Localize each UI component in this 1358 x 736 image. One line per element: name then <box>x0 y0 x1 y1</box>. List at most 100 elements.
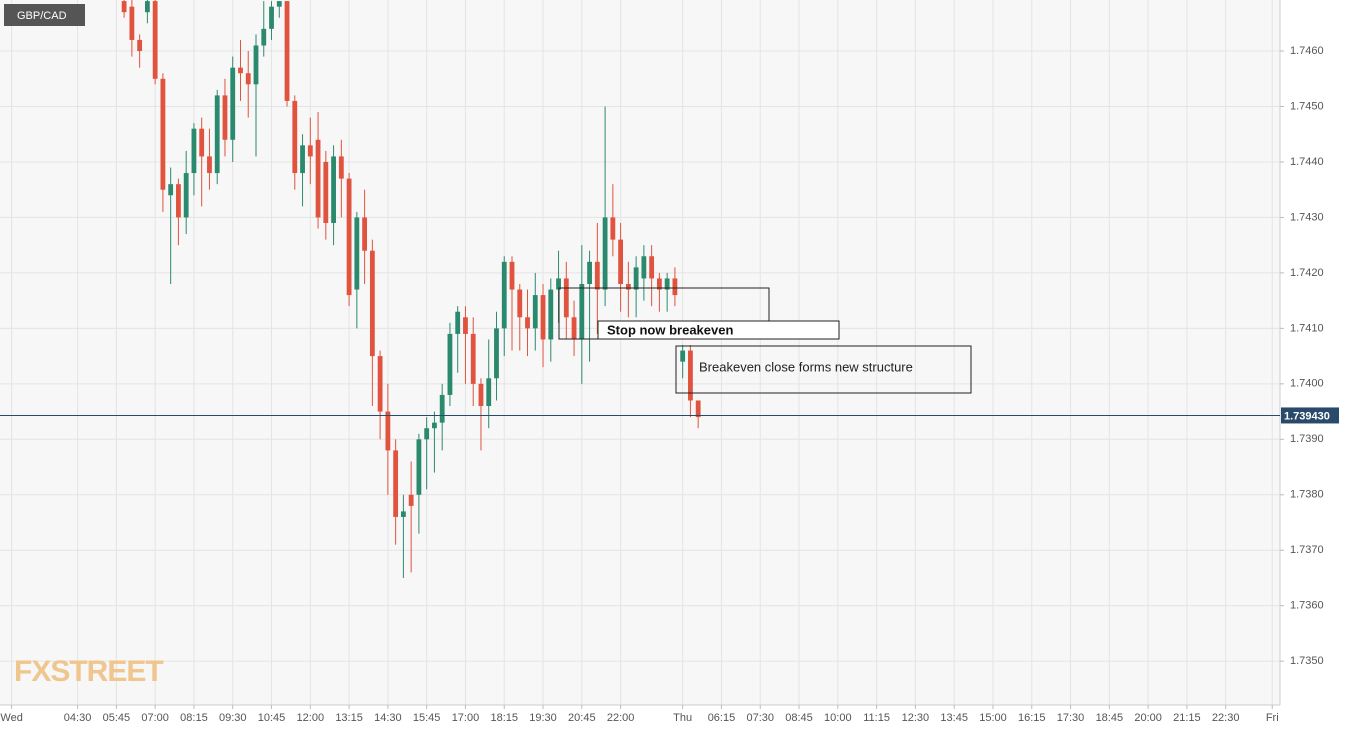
candle-body <box>587 261 592 284</box>
x-tick-label: 22:30 <box>1212 712 1240 724</box>
candle-body <box>501 261 507 329</box>
candle-body <box>121 1 127 13</box>
candle-body <box>486 378 492 407</box>
x-tick-label: 10:00 <box>824 712 852 724</box>
x-tick-label: 13:15 <box>335 712 363 724</box>
candle-body <box>455 311 461 334</box>
y-tick-label: 1.7360 <box>1290 600 1324 612</box>
candle-body <box>594 261 600 290</box>
x-tick-label: 06:15 <box>708 712 736 724</box>
y-tick-label: 1.7430 <box>1290 211 1324 223</box>
candle-body <box>245 73 251 85</box>
candle-body <box>331 156 336 223</box>
candle-body <box>688 350 693 401</box>
x-tick-label: 14:30 <box>374 712 402 724</box>
candle-body <box>300 145 305 174</box>
candle-body <box>672 278 678 296</box>
y-tick-label: 1.7460 <box>1290 45 1324 57</box>
candle-body <box>315 139 321 218</box>
annotation-box <box>675 345 972 394</box>
candle-body <box>183 173 189 218</box>
x-tick-label: 13:45 <box>940 712 968 724</box>
candle-body <box>517 289 523 318</box>
candle-body <box>261 28 267 46</box>
y-tick-label: 1.7370 <box>1290 544 1324 556</box>
candle-body <box>199 128 205 157</box>
annotation-box <box>597 320 840 340</box>
candle-body <box>323 161 329 223</box>
candle-body <box>424 428 430 440</box>
x-tick-label: 09:30 <box>219 712 247 724</box>
x-tick-label: 18:45 <box>1096 712 1124 724</box>
candle-body <box>176 184 181 218</box>
candle-body <box>571 317 577 340</box>
candle-body <box>284 1 290 101</box>
symbol-badge <box>4 4 85 26</box>
candle-body <box>377 356 383 412</box>
x-tick-label: 18:15 <box>490 712 518 724</box>
annotation: Breakeven close forms new structure <box>699 359 913 374</box>
candle-body <box>152 1 158 79</box>
candle-body <box>548 289 554 340</box>
candle-body <box>416 439 422 495</box>
x-tick-label: 20:45 <box>568 712 596 724</box>
x-tick-label: 07:00 <box>141 712 169 724</box>
x-tick-label: 08:45 <box>785 712 813 724</box>
candle-body <box>362 217 368 251</box>
candle-body <box>478 383 484 407</box>
candle-body <box>649 256 655 279</box>
y-tick-label: 1.7390 <box>1290 433 1324 445</box>
candle-body <box>307 145 313 157</box>
x-tick-label: 19:30 <box>529 712 557 724</box>
candle-body <box>563 278 569 318</box>
candle-body <box>207 156 212 174</box>
candle-body <box>656 278 662 290</box>
candle-body <box>579 283 585 340</box>
candle-body <box>602 217 608 290</box>
price-label: 1.739430 <box>1284 410 1330 422</box>
y-tick-label: 1.7440 <box>1290 156 1324 168</box>
candle-body <box>408 494 414 506</box>
x-tick-label: 07:30 <box>746 712 774 724</box>
candle-body <box>160 78 166 190</box>
candle-body <box>346 178 352 296</box>
candle-body <box>129 6 135 40</box>
candle-body <box>664 278 670 290</box>
x-tick-label: 05:45 <box>103 712 131 724</box>
x-tick-label: Wed <box>0 712 22 724</box>
candle-body <box>222 95 228 140</box>
candle-body <box>393 450 399 517</box>
candle-body <box>230 67 236 140</box>
x-tick-label: 12:30 <box>902 712 930 724</box>
x-tick-label: 04:30 <box>64 712 92 724</box>
x-tick-label: 20:00 <box>1134 712 1162 724</box>
candle-body <box>253 45 259 85</box>
candle-body <box>633 267 639 290</box>
watermark: FXSTREET <box>14 655 163 688</box>
candle-body <box>276 1 282 7</box>
candle-body <box>439 394 445 423</box>
x-tick-label: 21:15 <box>1173 712 1201 724</box>
x-tick-label: 12:00 <box>297 712 325 724</box>
y-tick-label: 1.7410 <box>1290 322 1324 334</box>
candle-body <box>695 400 701 418</box>
x-tick-label: 17:30 <box>1057 712 1085 724</box>
x-tick-label: 11:15 <box>863 712 890 724</box>
candle-body <box>385 411 391 451</box>
candle-body <box>525 317 530 329</box>
candle-body <box>137 39 143 52</box>
y-tick-label: 1.7350 <box>1290 655 1324 667</box>
candle-body <box>238 67 243 74</box>
x-tick-label: Fri <box>1266 712 1279 724</box>
candle-body <box>463 317 468 334</box>
candle-body <box>532 295 538 329</box>
annotation: Stop now breakeven <box>607 322 733 337</box>
plot-area <box>0 0 1280 705</box>
candle-body <box>292 100 298 174</box>
candle-body <box>432 422 437 429</box>
y-tick-label: 1.7380 <box>1290 489 1324 501</box>
candle-body <box>354 217 360 290</box>
candle-body <box>509 261 515 290</box>
x-tick-label: 22:00 <box>607 712 635 724</box>
